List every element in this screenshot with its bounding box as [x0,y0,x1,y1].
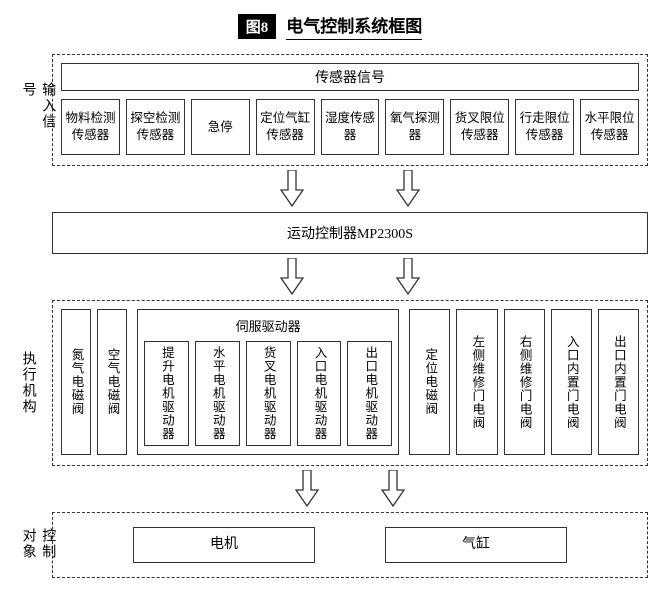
servo-driver-row: 提升电机驱动器水平电机驱动器货叉电机驱动器入口电机驱动器出口电机驱动器 [144,341,392,446]
solenoid-valve-1: 左侧维修门电阀 [456,309,497,455]
sensor-0: 物料检测传感器 [61,99,120,155]
down-arrow-icon [279,170,305,208]
gas-valve-pair: 氮气电磁阀空气电磁阀 [61,309,127,455]
exec-side-label: 执行机构 [18,351,38,415]
down-arrow-icon [294,470,320,508]
servo-driver-1: 水平电机驱动器 [195,341,240,446]
figure-badge: 图8 [238,14,277,39]
sensor-1: 探空检测传感器 [126,99,185,155]
solenoid-valve-2: 右侧维修门电阀 [504,309,545,455]
motion-controller: 运动控制器MP2300S [52,212,648,254]
down-arrow-icon [395,170,421,208]
sensor-5: 氧气探测器 [385,99,444,155]
servo-header: 伺服驱动器 [144,316,392,335]
down-arrow-icon [279,258,305,296]
figure-caption: 图8 电气控制系统框图 [12,12,648,40]
sensor-6: 货叉限位传感器 [450,99,509,155]
exec-stage: 执行机构 氮气电磁阀空气电磁阀 伺服驱动器 提升电机驱动器水平电机驱动器货叉电机… [52,300,648,466]
solenoid-valve-3: 入口内置门电阀 [551,309,592,455]
servo-driver-3: 入口电机驱动器 [297,341,342,446]
sensor-8: 水平限位传感器 [580,99,639,155]
arrows-to-exec [52,258,648,296]
input-stage: 输入信号 传感器信号 物料检测传感器探空检测传感器急停定位气缸传感器湿度传感器氧… [52,54,648,166]
sensor-group-header: 传感器信号 [61,63,639,91]
input-side-label: 输入信号 [18,82,57,138]
sensor-7: 行走限位传感器 [515,99,574,155]
down-arrow-icon [380,470,406,508]
sensor-row: 物料检测传感器探空检测传感器急停定位气缸传感器湿度传感器氧气探测器货叉限位传感器… [61,99,639,155]
servo-driver-2: 货叉电机驱动器 [246,341,291,446]
servo-driver-4: 出口电机驱动器 [347,341,392,446]
target-cylinder: 气缸 [385,527,567,564]
sensor-2: 急停 [191,99,250,155]
gas-valve-1: 空气电磁阀 [97,309,127,455]
target-side-label: 控制对象 [18,528,57,561]
target-group: 电机 气缸 [52,512,648,579]
arrows-to-targets [52,470,648,508]
target-motor: 电机 [133,527,315,564]
sensor-3: 定位气缸传感器 [256,99,315,155]
figure-title: 电气控制系统框图 [286,12,422,40]
valve-row: 定位电磁阀左侧维修门电阀右侧维修门电阀入口内置门电阀出口内置门电阀 [409,309,639,455]
arrows-to-controller [52,170,648,208]
target-stage: 控制对象 电机 气缸 [52,512,648,579]
servo-driver-0: 提升电机驱动器 [144,341,189,446]
sensor-group: 传感器信号 物料检测传感器探空检测传感器急停定位气缸传感器湿度传感器氧气探测器货… [52,54,648,166]
exec-group: 氮气电磁阀空气电磁阀 伺服驱动器 提升电机驱动器水平电机驱动器货叉电机驱动器入口… [52,300,648,466]
sensor-4: 湿度传感器 [321,99,380,155]
solenoid-valve-0: 定位电磁阀 [409,309,450,455]
servo-subgroup: 伺服驱动器 提升电机驱动器水平电机驱动器货叉电机驱动器入口电机驱动器出口电机驱动… [137,309,399,455]
gas-valve-0: 氮气电磁阀 [61,309,91,455]
solenoid-valve-4: 出口内置门电阀 [598,309,639,455]
down-arrow-icon [395,258,421,296]
